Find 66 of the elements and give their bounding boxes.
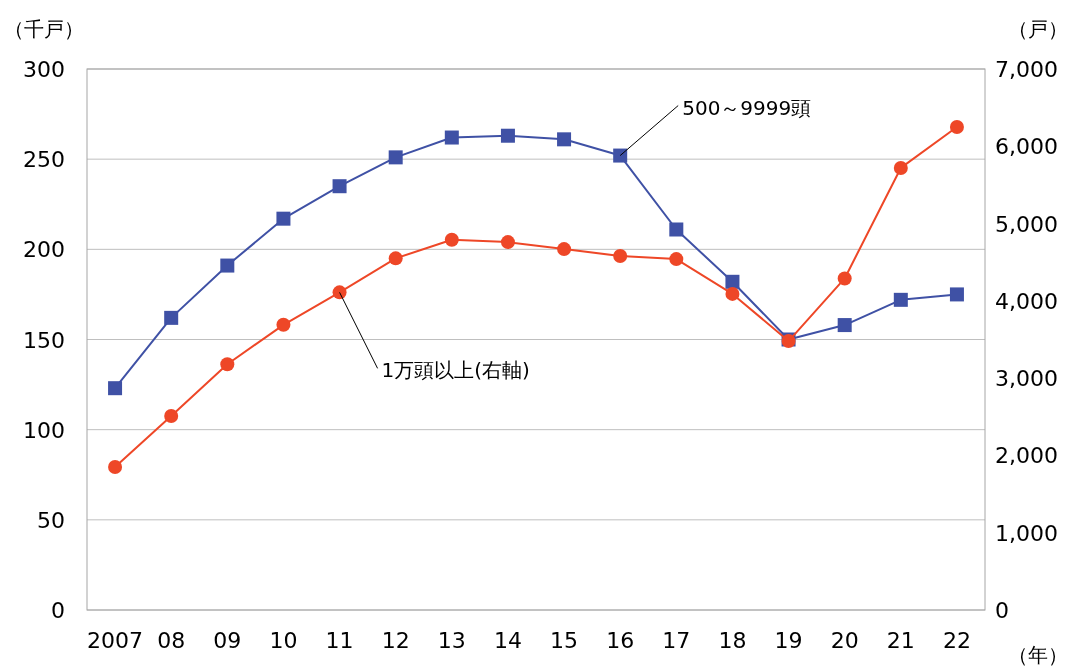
x-tick-label: 21: [886, 628, 915, 653]
y2-tick-label: 1,000: [995, 520, 1058, 546]
point: [500, 128, 515, 143]
point: [108, 381, 123, 396]
point: [725, 274, 740, 289]
x-tick-label: 18: [718, 628, 747, 653]
x-tick-label: 12: [381, 628, 410, 653]
x-tick-label: 14: [493, 628, 522, 653]
y2-tick-label: 0: [995, 598, 1009, 623]
point: [837, 271, 852, 286]
point: [669, 252, 684, 267]
x-tick-label: 22: [942, 628, 971, 653]
point: [388, 150, 403, 165]
point: [613, 249, 628, 264]
y-axis-title: （千戸）: [4, 17, 84, 41]
x-tick-label: 16: [606, 628, 635, 653]
y-tick-label: 250: [23, 147, 65, 173]
point: [444, 130, 459, 145]
y-tick-label: 0: [51, 598, 65, 623]
point: [332, 285, 347, 300]
point: [949, 287, 964, 302]
point: [388, 251, 403, 266]
y-tick-label: 100: [23, 417, 65, 443]
point: [725, 286, 740, 301]
y2-tick-label: 3,000: [995, 366, 1058, 392]
y-tick-label: 150: [23, 327, 65, 353]
y2-tick-label: 6,000: [995, 134, 1058, 160]
point: [557, 132, 572, 147]
x-tick-label: 11: [325, 628, 354, 653]
point: [893, 292, 908, 307]
y2-axis-title: （戸）: [1008, 17, 1068, 41]
point: [949, 119, 964, 134]
point: [164, 310, 179, 325]
y-tick-label: 300: [23, 57, 65, 82]
y-tick-label: 50: [37, 507, 65, 533]
point: [220, 357, 235, 372]
point: [108, 460, 123, 475]
y2-tick-label: 7,000: [995, 57, 1058, 82]
x-axis-title: （年）: [1008, 643, 1068, 666]
x-tick-label: 19: [774, 628, 803, 653]
y2-tick-label: 4,000: [995, 288, 1058, 314]
point: [557, 242, 572, 257]
y2-tick-label: 5,000: [995, 211, 1058, 237]
point: [837, 318, 852, 333]
text: 500～9999頭: [682, 95, 812, 120]
text: 1万頭以上(右軸): [381, 358, 530, 383]
x-tick-label: 20: [830, 628, 859, 653]
point: [444, 232, 459, 247]
x-tick-label: 17: [662, 628, 691, 653]
point: [500, 235, 515, 250]
point: [220, 258, 235, 273]
x-tick-label: 15: [550, 628, 579, 653]
x-tick-label: 10: [269, 628, 298, 653]
x-tick-label: 09: [213, 628, 242, 653]
point: [276, 317, 291, 332]
point: [613, 148, 628, 163]
x-tick-label: 08: [157, 628, 186, 653]
x-tick-label: 13: [437, 628, 466, 653]
point: [164, 409, 179, 424]
y-tick-label: 200: [23, 237, 65, 263]
y2-tick-label: 2,000: [995, 443, 1058, 469]
point: [893, 160, 908, 175]
point: [332, 179, 347, 194]
x-tick-label: 2007: [87, 628, 144, 653]
point: [669, 222, 684, 237]
point: [276, 211, 291, 226]
